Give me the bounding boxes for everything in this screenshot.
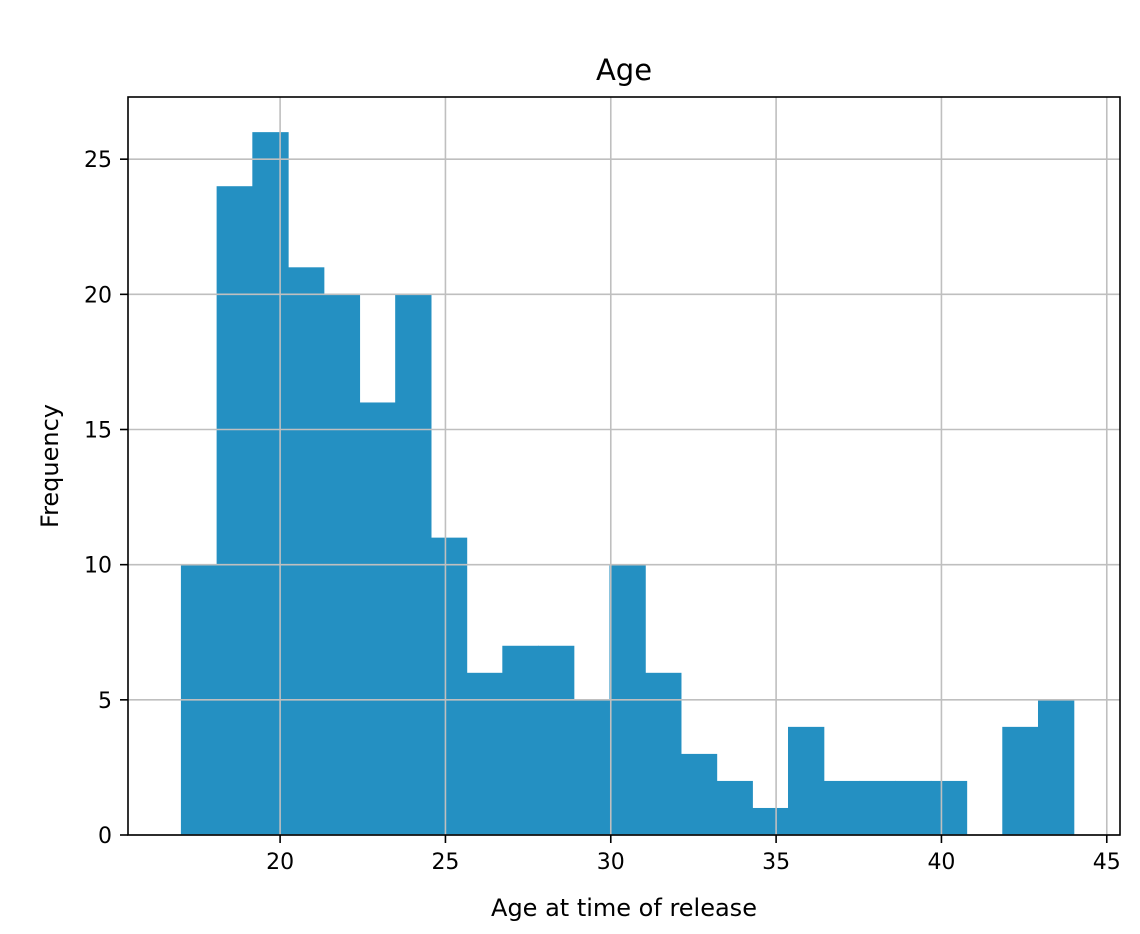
histogram-bar	[216, 186, 253, 835]
histogram-bar	[430, 537, 468, 835]
histogram-bar	[502, 645, 539, 835]
histogram-bar	[573, 699, 611, 835]
histogram-bar	[645, 672, 682, 835]
histogram-bar	[466, 672, 503, 835]
histogram-bar	[823, 780, 861, 835]
histogram-bar	[895, 780, 932, 835]
x-tick-label: 45	[1093, 850, 1121, 875]
y-tick-label: 25	[84, 148, 112, 173]
histogram-bar	[859, 780, 896, 835]
x-tick-label: 35	[762, 850, 790, 875]
histogram-bars	[180, 132, 1075, 836]
y-tick-label: 15	[84, 419, 112, 444]
chart-title: Age	[596, 53, 652, 87]
y-tick-label: 0	[98, 824, 112, 849]
y-axis-title: Frequency	[36, 404, 64, 528]
histogram-bar	[359, 402, 396, 835]
x-tick-label: 30	[597, 850, 625, 875]
y-tick-label: 10	[84, 554, 112, 579]
histogram-bar	[752, 807, 789, 835]
y-tick-label: 20	[84, 283, 112, 308]
x-tick-label: 40	[927, 850, 955, 875]
histogram-bar	[288, 267, 325, 835]
histogram-bar	[252, 132, 289, 836]
histogram-bar	[716, 780, 753, 835]
plot-frame	[127, 96, 1121, 836]
x-tick-label: 25	[431, 850, 459, 875]
histogram-bar	[680, 753, 718, 835]
histogram-bar	[930, 780, 968, 835]
axis-ticks: 20 25 30 35 40 45 0 5 10 15 20 25	[84, 148, 1121, 875]
histogram-bar	[1037, 699, 1075, 835]
x-axis-title: Age at time of release	[491, 894, 757, 922]
histogram-bar	[538, 645, 575, 835]
histogram-bar	[788, 726, 825, 835]
y-tick-label: 5	[98, 689, 112, 714]
histogram-bar	[1002, 726, 1039, 835]
x-tick-label: 20	[266, 850, 294, 875]
